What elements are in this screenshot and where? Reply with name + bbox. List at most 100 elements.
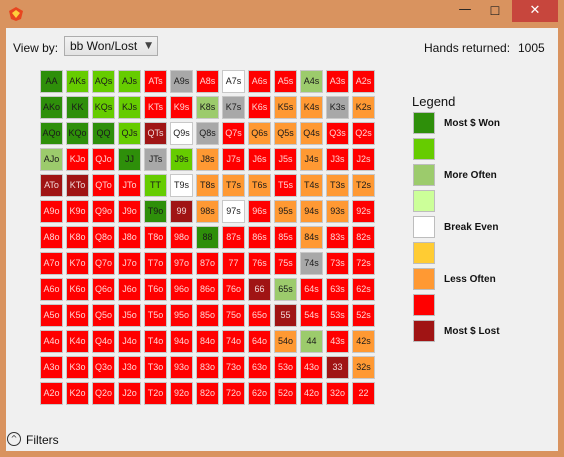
hand-cell[interactable]: QQ bbox=[92, 122, 115, 145]
hand-cell[interactable]: T5o bbox=[144, 304, 167, 327]
hand-cell[interactable]: 32s bbox=[352, 356, 375, 379]
hand-cell[interactable]: A4s bbox=[300, 70, 323, 93]
hand-cell[interactable]: A4o bbox=[40, 330, 63, 353]
hand-cell[interactable]: QTo bbox=[92, 174, 115, 197]
hand-cell[interactable]: 65o bbox=[248, 304, 271, 327]
hand-cell[interactable]: Q5o bbox=[92, 304, 115, 327]
hand-cell[interactable]: KTo bbox=[66, 174, 89, 197]
hand-cell[interactable]: Q6s bbox=[248, 122, 271, 145]
hand-cell[interactable]: QJo bbox=[92, 148, 115, 171]
hand-cell[interactable]: 93s bbox=[326, 200, 349, 223]
hand-cell[interactable]: 54o bbox=[274, 330, 297, 353]
hand-cell[interactable]: A8s bbox=[196, 70, 219, 93]
hand-cell[interactable]: 55 bbox=[274, 304, 297, 327]
hand-cell[interactable]: 82s bbox=[352, 226, 375, 249]
hand-cell[interactable]: JJ bbox=[118, 148, 141, 171]
hand-cell[interactable]: 92s bbox=[352, 200, 375, 223]
hand-cell[interactable]: 97s bbox=[222, 200, 245, 223]
hand-cell[interactable]: A7s bbox=[222, 70, 245, 93]
hand-cell[interactable]: AKo bbox=[40, 96, 63, 119]
hand-cell[interactable]: A6o bbox=[40, 278, 63, 301]
hand-cell[interactable]: A2s bbox=[352, 70, 375, 93]
hand-cell[interactable]: T3o bbox=[144, 356, 167, 379]
hand-cell[interactable]: 42s bbox=[352, 330, 375, 353]
hand-cell[interactable]: K4o bbox=[66, 330, 89, 353]
hand-cell[interactable]: Q6o bbox=[92, 278, 115, 301]
hand-cell[interactable]: 94s bbox=[300, 200, 323, 223]
hand-cell[interactable]: J8o bbox=[118, 226, 141, 249]
hand-cell[interactable]: T4s bbox=[300, 174, 323, 197]
hand-cell[interactable]: A6s bbox=[248, 70, 271, 93]
hand-cell[interactable]: ATs bbox=[144, 70, 167, 93]
maximize-button[interactable]: ☐ bbox=[489, 4, 501, 18]
hand-cell[interactable]: AQs bbox=[92, 70, 115, 93]
hand-cell[interactable]: AQo bbox=[40, 122, 63, 145]
hand-cell[interactable]: 83s bbox=[326, 226, 349, 249]
close-button[interactable]: ✕ bbox=[512, 0, 558, 22]
hand-cell[interactable]: 98o bbox=[170, 226, 193, 249]
hand-cell[interactable]: T9s bbox=[170, 174, 193, 197]
hand-cell[interactable]: J5o bbox=[118, 304, 141, 327]
hand-cell[interactable]: A5s bbox=[274, 70, 297, 93]
hand-cell[interactable]: K2o bbox=[66, 382, 89, 405]
hand-cell[interactable]: JTs bbox=[144, 148, 167, 171]
hand-cell[interactable]: T6s bbox=[248, 174, 271, 197]
hand-cell[interactable]: 95o bbox=[170, 304, 193, 327]
hand-cell[interactable]: 43o bbox=[300, 356, 323, 379]
hand-cell[interactable]: 75o bbox=[222, 304, 245, 327]
hand-cell[interactable]: T9o bbox=[144, 200, 167, 223]
hand-cell[interactable]: 82o bbox=[196, 382, 219, 405]
hand-cell[interactable]: J7o bbox=[118, 252, 141, 275]
hand-cell[interactable]: A9o bbox=[40, 200, 63, 223]
hand-cell[interactable]: AJs bbox=[118, 70, 141, 93]
hand-cell[interactable]: 64o bbox=[248, 330, 271, 353]
hand-cell[interactable]: J2s bbox=[352, 148, 375, 171]
hand-cell[interactable]: A3o bbox=[40, 356, 63, 379]
hand-cell[interactable]: Q7s bbox=[222, 122, 245, 145]
hand-cell[interactable]: Q4s bbox=[300, 122, 323, 145]
hand-cell[interactable]: Q3s bbox=[326, 122, 349, 145]
hand-cell[interactable]: T6o bbox=[144, 278, 167, 301]
hand-cell[interactable]: 87o bbox=[196, 252, 219, 275]
hand-cell[interactable]: 53s bbox=[326, 304, 349, 327]
hand-cell[interactable]: A9s bbox=[170, 70, 193, 93]
hand-cell[interactable]: 97o bbox=[170, 252, 193, 275]
hand-cell[interactable]: 53o bbox=[274, 356, 297, 379]
hand-cell[interactable]: J5s bbox=[274, 148, 297, 171]
hand-cell[interactable]: 32o bbox=[326, 382, 349, 405]
hand-cell[interactable]: J6o bbox=[118, 278, 141, 301]
hand-cell[interactable]: JTo bbox=[118, 174, 141, 197]
hand-cell[interactable]: K5s bbox=[274, 96, 297, 119]
hand-cell[interactable]: Q7o bbox=[92, 252, 115, 275]
hand-cell[interactable]: A7o bbox=[40, 252, 63, 275]
hand-cell[interactable]: Q2s bbox=[352, 122, 375, 145]
title-bar[interactable]: — ☐ ✕ bbox=[0, 0, 564, 27]
hand-cell[interactable]: K8s bbox=[196, 96, 219, 119]
hand-cell[interactable]: 96o bbox=[170, 278, 193, 301]
hand-cell[interactable]: 63o bbox=[248, 356, 271, 379]
hand-cell[interactable]: T7o bbox=[144, 252, 167, 275]
hand-cell[interactable]: Q5s bbox=[274, 122, 297, 145]
hand-cell[interactable]: 22 bbox=[352, 382, 375, 405]
hand-cell[interactable]: K8o bbox=[66, 226, 89, 249]
hand-cell[interactable]: 66 bbox=[248, 278, 271, 301]
hand-cell[interactable]: 83o bbox=[196, 356, 219, 379]
hand-cell[interactable]: T2s bbox=[352, 174, 375, 197]
hand-cell[interactable]: KQo bbox=[66, 122, 89, 145]
hand-cell[interactable]: J4o bbox=[118, 330, 141, 353]
hand-cell[interactable]: KK bbox=[66, 96, 89, 119]
hand-cell[interactable]: Q2o bbox=[92, 382, 115, 405]
hand-cell[interactable]: 94o bbox=[170, 330, 193, 353]
hand-cell[interactable]: 72s bbox=[352, 252, 375, 275]
hand-cell[interactable]: AJo bbox=[40, 148, 63, 171]
hand-cell[interactable]: 65s bbox=[274, 278, 297, 301]
hand-cell[interactable]: Q9o bbox=[92, 200, 115, 223]
hand-cell[interactable]: 52s bbox=[352, 304, 375, 327]
hand-cell[interactable]: T8s bbox=[196, 174, 219, 197]
hand-cell[interactable]: 52o bbox=[274, 382, 297, 405]
hand-cell[interactable]: K5o bbox=[66, 304, 89, 327]
hand-cell[interactable]: 74o bbox=[222, 330, 245, 353]
hand-cell[interactable]: T3s bbox=[326, 174, 349, 197]
hand-cell[interactable]: 44 bbox=[300, 330, 323, 353]
hand-cell[interactable]: K2s bbox=[352, 96, 375, 119]
